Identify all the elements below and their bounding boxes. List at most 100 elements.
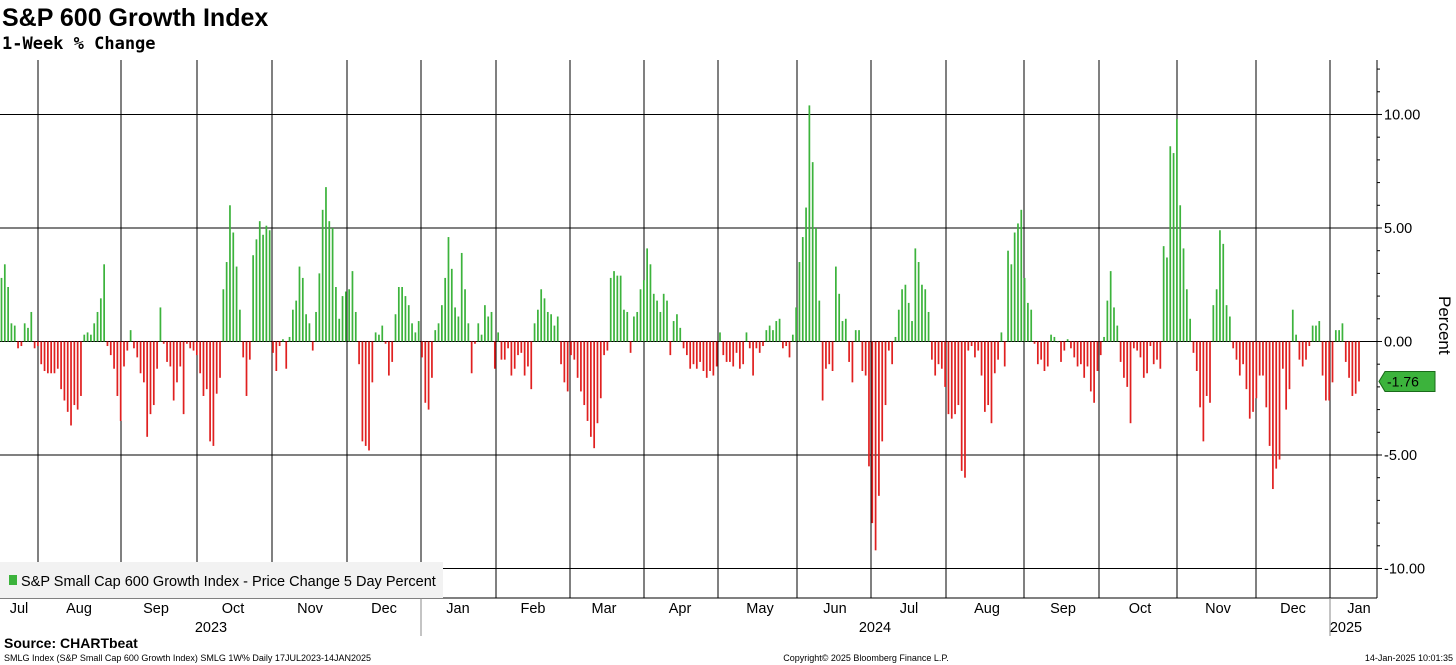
bar: [73, 341, 76, 406]
bar: [553, 325, 556, 342]
bar: [987, 341, 990, 406]
bar: [1156, 341, 1158, 360]
bar: [414, 332, 417, 342]
bar: [619, 275, 622, 342]
bar: [1272, 341, 1274, 490]
bar: [159, 307, 162, 342]
bar: [513, 341, 516, 369]
bar: [778, 318, 781, 342]
bar: [904, 284, 907, 342]
bar: [321, 209, 324, 342]
x-tick-label: Jul: [900, 601, 919, 617]
bar: [950, 341, 953, 419]
last-value-label: -1.76: [1387, 373, 1419, 389]
bar: [268, 230, 271, 342]
bar: [331, 227, 334, 342]
bar: [437, 323, 440, 342]
bar: [487, 316, 490, 342]
bar: [1219, 230, 1221, 342]
bar: [166, 341, 168, 362]
bar: [977, 341, 980, 351]
bar: [984, 341, 986, 412]
bar: [116, 341, 119, 396]
year-label: 2024: [859, 620, 891, 636]
bar: [394, 314, 397, 342]
bar: [252, 255, 254, 342]
bar: [1281, 341, 1284, 369]
bar: [646, 248, 648, 342]
bar: [603, 341, 605, 356]
bar: [884, 341, 887, 406]
bar: [447, 237, 450, 342]
bar: [497, 332, 500, 342]
bar: [103, 264, 105, 342]
bar: [391, 341, 394, 362]
bar: [626, 311, 629, 342]
bar: [229, 205, 231, 342]
y-axis: -10.00 -5.00 0.00 5.00 10.00: [0, 60, 1425, 599]
bar: [325, 187, 327, 342]
bar: [1159, 341, 1162, 369]
bar: [593, 341, 596, 449]
y-tick-label: -5.00: [1384, 448, 1417, 464]
bar: [186, 341, 188, 344]
bar: [1013, 232, 1016, 342]
bar: [924, 289, 927, 342]
bar: [805, 207, 807, 342]
bar: [1113, 307, 1115, 342]
bar: [424, 341, 427, 403]
bar: [1132, 341, 1135, 349]
bar: [758, 341, 761, 353]
bar: [719, 332, 721, 342]
bar: [1212, 305, 1215, 342]
bar: [113, 341, 115, 369]
bar: [70, 341, 72, 426]
bar: [1315, 325, 1317, 342]
bar: [636, 311, 639, 342]
bar: [1123, 341, 1125, 378]
bar: [474, 341, 476, 344]
bar: [964, 341, 966, 478]
bar: [765, 330, 768, 342]
bar: [358, 341, 360, 365]
bar: [93, 323, 96, 342]
bar: [841, 321, 844, 342]
bar: [212, 341, 215, 446]
bar: [1080, 341, 1082, 365]
bar: [633, 316, 635, 342]
bar: [1354, 341, 1357, 394]
bar: [788, 341, 791, 358]
bar: [1199, 341, 1201, 408]
bar: [17, 341, 19, 349]
bar: [586, 341, 589, 421]
bar: [1172, 153, 1175, 342]
bar: [712, 341, 715, 376]
bar: [738, 341, 741, 369]
bar: [464, 289, 466, 342]
bar: [828, 341, 831, 365]
bar: [255, 239, 258, 342]
x-tick-label: Oct: [1129, 601, 1152, 617]
bar: [649, 264, 652, 342]
bar: [1344, 341, 1347, 362]
bar: [1050, 334, 1052, 342]
bar: [762, 341, 764, 347]
x-tick-label: Jul: [10, 601, 29, 617]
bar: [960, 341, 963, 471]
bar: [1229, 316, 1231, 342]
bar: [537, 309, 539, 342]
bar: [1298, 341, 1301, 360]
x-tick-label: Aug: [66, 601, 92, 617]
bar: [1305, 341, 1307, 360]
bar: [732, 341, 735, 367]
bar: [1096, 341, 1099, 371]
x-tick-label: Sep: [143, 601, 169, 617]
bar: [123, 341, 125, 367]
x-tick-label: Jan: [1347, 601, 1370, 617]
bar: [265, 225, 268, 342]
bar: [1036, 341, 1039, 365]
bar: [1238, 341, 1241, 376]
bar: [1103, 336, 1105, 342]
bar: [642, 280, 645, 342]
bar: [493, 341, 496, 369]
